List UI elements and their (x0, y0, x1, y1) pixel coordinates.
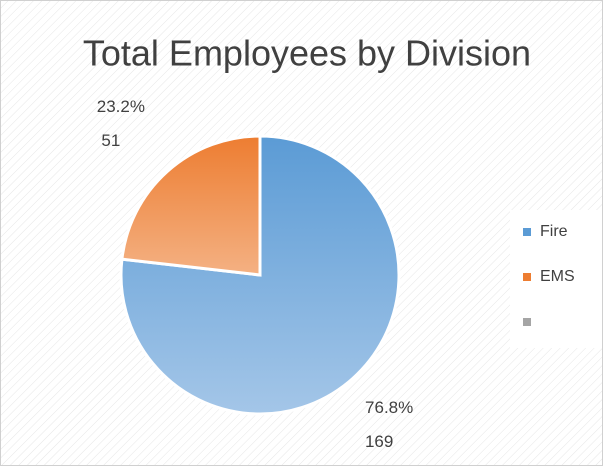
legend-marker (523, 228, 531, 236)
percent-label: 76.8% (365, 398, 413, 417)
legend-marker (523, 273, 531, 281)
chart-title: Total Employees by Division (83, 33, 531, 74)
legend-marker (523, 318, 531, 326)
percent-label: 23.2% (97, 97, 145, 116)
value-label: 51 (101, 131, 120, 150)
legend-label: Fire (540, 223, 568, 240)
legend-label: EMS (540, 268, 575, 285)
value-label: 169 (365, 432, 393, 451)
pie-slice (120, 134, 262, 277)
